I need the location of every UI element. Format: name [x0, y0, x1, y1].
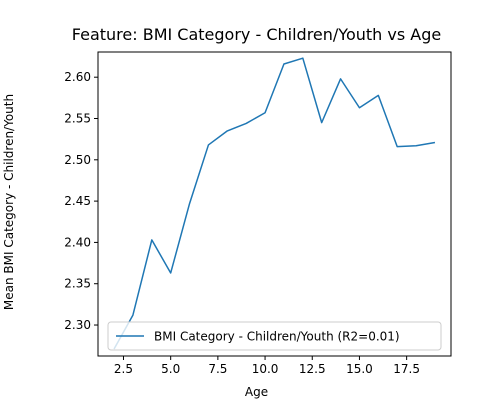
y-tick-label: 2.35 — [64, 277, 91, 291]
legend-box — [107, 321, 442, 351]
chart-title: Feature: BMI Category - Children/Youth v… — [72, 25, 441, 44]
x-tick-label: 7.5 — [208, 362, 227, 376]
x-tick-label: 5.0 — [161, 362, 180, 376]
y-tick-label: 2.60 — [64, 70, 91, 84]
legend-label: BMI Category - Children/Youth (R2=0.01) — [154, 330, 400, 344]
y-tick-label: 2.40 — [64, 235, 91, 249]
y-tick-label: 2.45 — [64, 194, 91, 208]
y-axis-label: Mean BMI Category - Children/Youth — [2, 94, 16, 310]
y-tick-label: 2.55 — [64, 112, 91, 126]
x-tick-label: 12.5 — [299, 362, 326, 376]
x-tick-label: 15.0 — [346, 362, 373, 376]
x-axis: 2.5 5.0 7.5 10.0 12.5 15.0 17.5 — [114, 356, 420, 376]
series-line — [113, 57, 436, 350]
x-tick-label: 10.0 — [252, 362, 279, 376]
y-axis: 2.30 2.35 2.40 2.45 2.50 2.55 2.60 — [64, 70, 98, 332]
y-tick-label: 2.30 — [64, 318, 91, 332]
x-axis-label: Age — [245, 385, 268, 399]
legend: BMI Category - Children/Youth (R2=0.01) — [107, 321, 442, 351]
plot-area — [113, 57, 436, 350]
plot-frame — [97, 51, 452, 357]
x-tick-label: 2.5 — [114, 362, 133, 376]
x-tick-label: 17.5 — [393, 362, 420, 376]
y-tick-label: 2.50 — [64, 153, 91, 167]
